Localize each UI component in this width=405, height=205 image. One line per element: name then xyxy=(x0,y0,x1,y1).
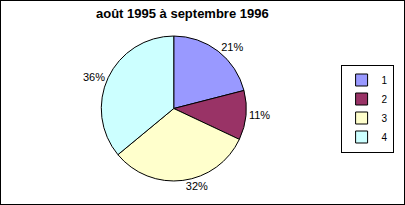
svg-text:août 1995 à septembre 1996: août 1995 à septembre 1996 xyxy=(96,6,269,21)
svg-text:36%: 36% xyxy=(83,71,105,83)
svg-text:11%: 11% xyxy=(249,109,270,121)
svg-text:1: 1 xyxy=(382,75,388,86)
svg-text:2: 2 xyxy=(382,94,388,105)
svg-text:4: 4 xyxy=(382,132,388,143)
svg-text:32%: 32% xyxy=(186,180,208,192)
svg-text:3: 3 xyxy=(382,113,388,124)
svg-text:21%: 21% xyxy=(221,41,243,53)
